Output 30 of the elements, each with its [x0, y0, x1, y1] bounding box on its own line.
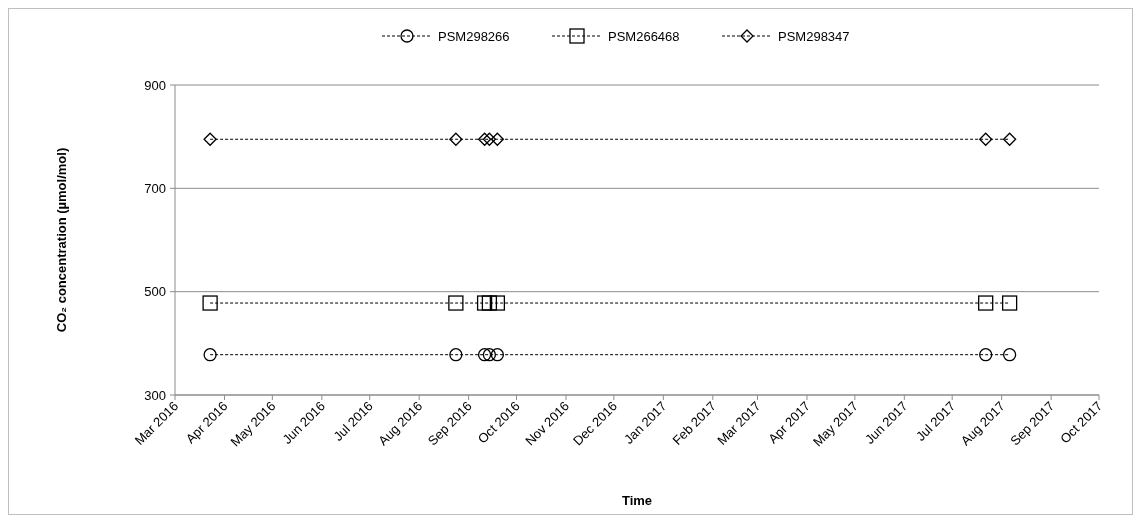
point [202, 295, 218, 311]
point [449, 132, 463, 146]
point [482, 132, 497, 146]
point [203, 132, 217, 146]
point [489, 295, 506, 311]
point [490, 348, 505, 362]
y-tick-label: 300 [144, 387, 166, 403]
point [481, 295, 498, 311]
point [482, 348, 497, 362]
point [979, 348, 993, 362]
point [448, 295, 464, 311]
y-tick-label: 900 [144, 77, 166, 93]
point [477, 348, 492, 362]
point [476, 295, 493, 311]
y-tick-label: 700 [144, 180, 166, 196]
point [978, 295, 994, 311]
legend-label: PSM298266 [438, 28, 510, 44]
x-axis-title: Time [621, 493, 653, 508]
point [449, 348, 463, 362]
point [1002, 348, 1017, 362]
point [477, 132, 492, 146]
legend-label: PSM298347 [778, 28, 850, 44]
point [1002, 132, 1017, 146]
y-tick-label: 500 [144, 284, 166, 300]
point [1001, 295, 1018, 311]
point [979, 132, 993, 146]
y-axis-title: CO₂ concentration (µmol/mol) [54, 147, 69, 333]
point [203, 348, 217, 362]
point [490, 132, 505, 146]
legend-label: PSM266468 [608, 28, 680, 44]
